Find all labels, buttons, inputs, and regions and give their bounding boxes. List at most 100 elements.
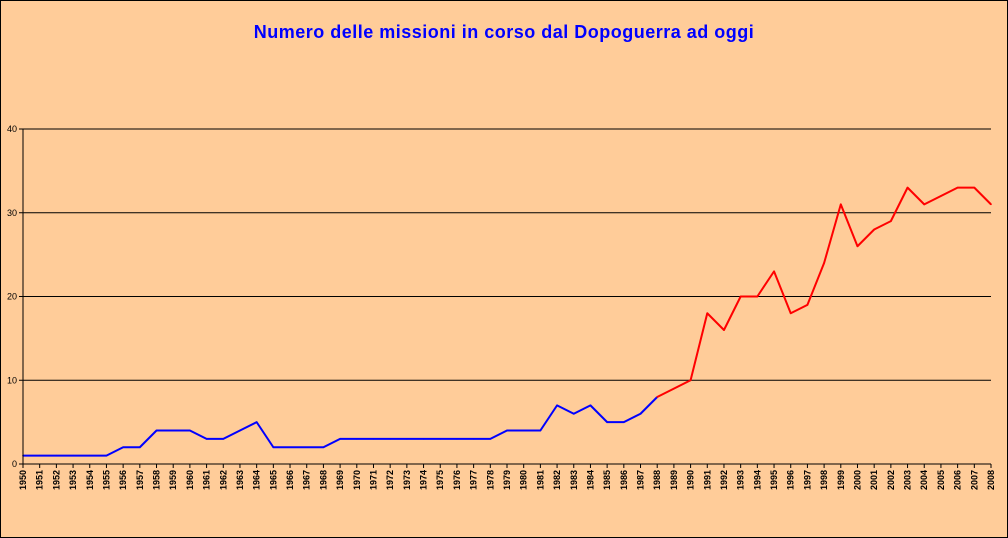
x-tick-label-1984: 1984	[585, 470, 595, 490]
x-axis-ticks: 1950 1951 1952 1953 1954 1955 1956 1957 1958 1959…	[18, 464, 996, 490]
data-point-1951	[38, 454, 41, 457]
data-point-1976	[456, 438, 458, 440]
x-tick-label-1963: 1963	[235, 470, 245, 490]
x-tick-label-1970: 1970	[352, 470, 362, 490]
x-tick-label-1973: 1973	[402, 470, 412, 490]
x-tick-label-1981: 1981	[535, 470, 545, 490]
x-tick-label-1954: 1954	[85, 470, 95, 490]
data-point-1977	[472, 438, 475, 440]
x-tick-label-1978: 1978	[485, 470, 495, 490]
x-tick-label-2006: 2006	[953, 470, 963, 490]
x-tick-label-2002: 2002	[886, 470, 896, 490]
x-tick-label-1962: 1962	[218, 470, 228, 490]
y-tick-label-0: 0	[12, 459, 17, 469]
x-tick-label-1979: 1979	[502, 470, 512, 490]
y-tick-label-20: 20	[7, 292, 17, 302]
data-point-1975	[439, 438, 442, 440]
y-tick-label-30: 30	[7, 208, 17, 218]
data-point-1990	[689, 379, 692, 382]
x-tick-label-1964: 1964	[252, 470, 262, 490]
x-tick-label-1957: 1957	[135, 470, 145, 490]
data-point-1956	[122, 446, 124, 449]
x-tick-label-1999: 1999	[836, 470, 846, 490]
data-point-1995	[773, 270, 775, 273]
data-point-1963	[239, 429, 241, 432]
data-point-1979	[506, 429, 508, 432]
x-tick-label-1997: 1997	[802, 470, 812, 490]
x-tick-label-1995: 1995	[769, 470, 779, 490]
x-tick-label-1961: 1961	[202, 470, 212, 490]
data-point-1997	[806, 304, 809, 306]
x-tick-label-1950: 1950	[18, 470, 28, 490]
data-point-2001	[873, 228, 875, 231]
x-tick-label-1982: 1982	[552, 470, 562, 490]
data-point-1982	[556, 404, 558, 407]
x-tick-label-1977: 1977	[469, 470, 479, 490]
x-tick-label-1991: 1991	[702, 470, 712, 490]
y-tick-label-40: 40	[7, 124, 17, 134]
data-point-1968	[322, 446, 325, 449]
x-tick-label-1969: 1969	[335, 470, 345, 490]
data-point-1969	[339, 438, 341, 440]
data-point-1959	[172, 429, 175, 432]
x-tick-label-1988: 1988	[652, 470, 662, 490]
data-point-2002	[890, 220, 892, 222]
x-tick-label-1993: 1993	[736, 470, 746, 490]
data-point-1964	[255, 421, 258, 423]
data-point-1965	[272, 446, 275, 449]
x-tick-label-1986: 1986	[619, 470, 629, 490]
series-line-early	[23, 396, 658, 457]
y-tick-label-10: 10	[7, 375, 17, 385]
x-tick-label-1965: 1965	[268, 470, 278, 490]
data-point-1984	[589, 404, 592, 407]
x-tick-label-1966: 1966	[285, 470, 295, 490]
data-point-1991	[706, 312, 709, 315]
data-point-1972	[389, 438, 391, 440]
data-point-2004	[923, 203, 926, 206]
data-point-1961	[205, 438, 208, 440]
x-tick-label-1985: 1985	[602, 470, 612, 490]
data-point-1973	[406, 438, 408, 440]
data-point-1954	[88, 454, 91, 457]
data-point-1960	[189, 429, 191, 432]
data-point-1962	[222, 438, 225, 440]
x-tick-label-1972: 1972	[385, 470, 395, 490]
x-tick-label-1992: 1992	[719, 470, 729, 490]
x-tick-label-1952: 1952	[51, 470, 61, 490]
x-tick-label-1983: 1983	[569, 470, 579, 490]
x-tick-label-1994: 1994	[752, 470, 762, 490]
data-point-1958	[155, 429, 158, 432]
grid-lines	[23, 128, 991, 381]
data-point-1986	[623, 421, 625, 423]
data-point-1967	[305, 446, 308, 449]
x-tick-label-1959: 1959	[168, 470, 178, 490]
x-tick-label-2008: 2008	[986, 470, 996, 490]
data-point-1953	[72, 454, 74, 457]
data-point-2006	[956, 186, 959, 189]
x-tick-label-2003: 2003	[903, 470, 913, 490]
x-tick-label-2004: 2004	[919, 470, 929, 490]
data-point-1966	[289, 446, 291, 449]
data-point-1981	[539, 429, 542, 432]
data-point-1987	[639, 412, 642, 415]
x-tick-label-2000: 2000	[852, 470, 862, 490]
data-point-2008	[990, 203, 992, 206]
series-lines	[22, 186, 992, 457]
x-tick-label-2007: 2007	[969, 470, 979, 490]
x-tick-label-1955: 1955	[101, 470, 111, 490]
data-point-1998	[823, 262, 825, 264]
data-point-1992	[723, 329, 725, 331]
data-point-1970	[355, 438, 358, 440]
x-tick-label-1953: 1953	[68, 470, 78, 490]
x-tick-label-2001: 2001	[869, 470, 879, 490]
data-point-1952	[55, 454, 58, 457]
data-point-1957	[139, 446, 141, 449]
x-tick-label-1960: 1960	[185, 470, 195, 490]
data-point-1993	[739, 295, 742, 298]
data-point-1983	[572, 412, 575, 415]
x-tick-label-1958: 1958	[152, 470, 162, 490]
data-point-1985	[606, 421, 608, 423]
x-tick-label-1998: 1998	[819, 470, 829, 490]
data-point-1996	[789, 312, 792, 315]
